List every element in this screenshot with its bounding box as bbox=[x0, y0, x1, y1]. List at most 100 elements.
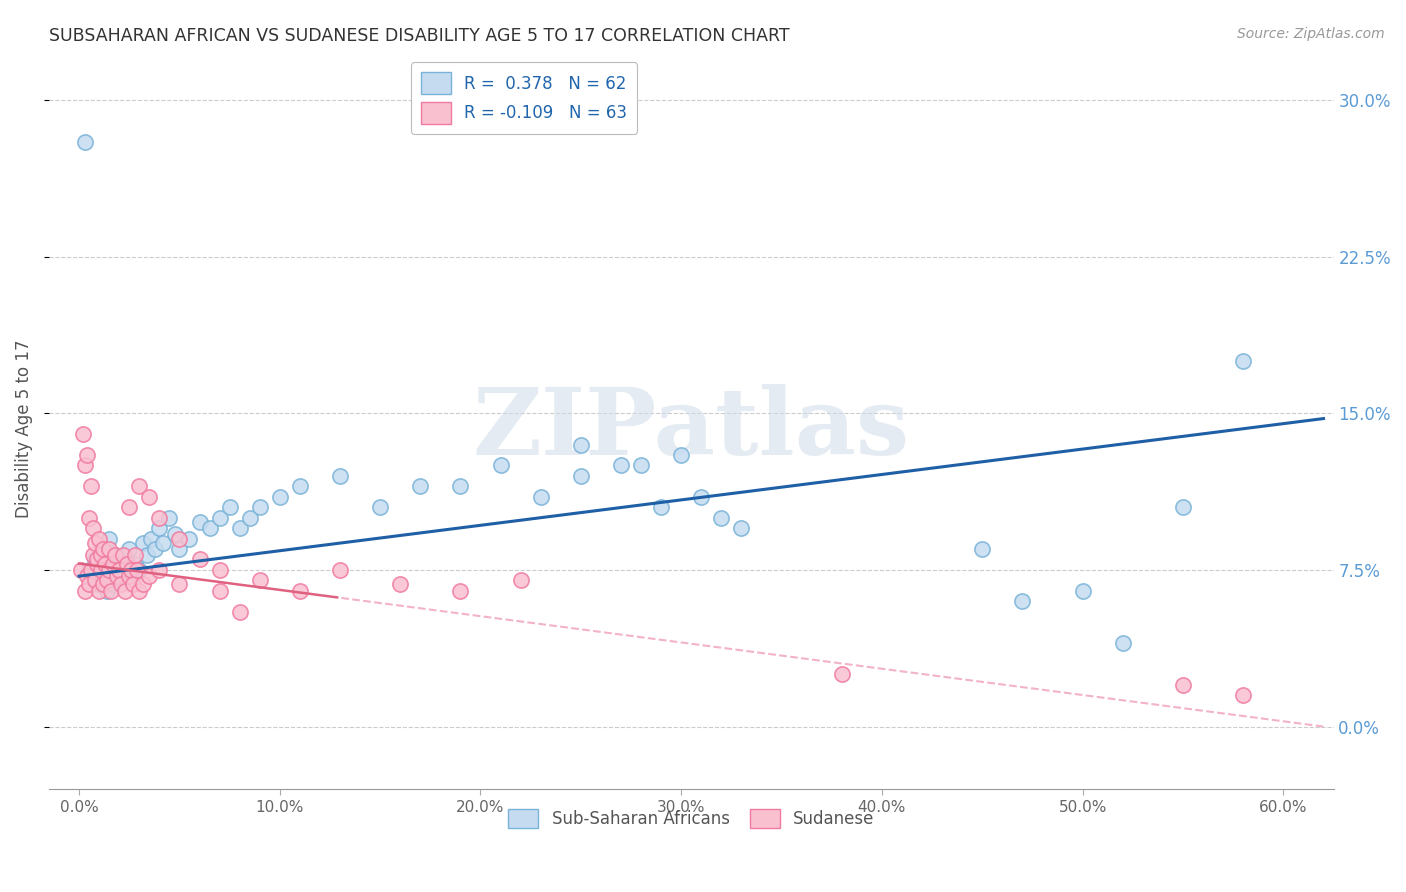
Point bbox=[489, 458, 512, 473]
Point bbox=[198, 521, 221, 535]
Point bbox=[132, 577, 155, 591]
Point bbox=[77, 510, 100, 524]
Point bbox=[972, 541, 994, 556]
Point bbox=[91, 541, 114, 556]
Point bbox=[138, 490, 160, 504]
Point bbox=[100, 563, 122, 577]
Point bbox=[288, 479, 311, 493]
Point bbox=[389, 577, 412, 591]
Point bbox=[91, 574, 114, 588]
Point bbox=[249, 574, 271, 588]
Point bbox=[569, 437, 592, 451]
Point bbox=[218, 500, 240, 515]
Point bbox=[105, 569, 128, 583]
Legend: Sub-Saharan Africans, Sudanese: Sub-Saharan Africans, Sudanese bbox=[502, 803, 882, 835]
Point bbox=[103, 577, 125, 591]
Point bbox=[530, 490, 553, 504]
Point bbox=[128, 563, 150, 577]
Point bbox=[70, 563, 93, 577]
Point bbox=[143, 541, 166, 556]
Point bbox=[1171, 678, 1194, 692]
Point bbox=[449, 583, 471, 598]
Point bbox=[228, 521, 250, 535]
Point bbox=[509, 574, 531, 588]
Point bbox=[89, 583, 111, 598]
Point bbox=[86, 557, 108, 571]
Point bbox=[157, 510, 180, 524]
Point bbox=[179, 532, 201, 546]
Point bbox=[96, 583, 118, 598]
Point bbox=[1232, 354, 1254, 368]
Point bbox=[730, 521, 752, 535]
Point bbox=[75, 135, 97, 149]
Point bbox=[138, 569, 160, 583]
Point bbox=[108, 557, 131, 571]
Point bbox=[128, 479, 150, 493]
Point bbox=[239, 510, 262, 524]
Point bbox=[118, 569, 141, 583]
Point bbox=[98, 563, 121, 577]
Point bbox=[82, 521, 104, 535]
Point bbox=[100, 583, 122, 598]
Point bbox=[124, 548, 146, 562]
Point bbox=[75, 458, 97, 473]
Point bbox=[188, 515, 211, 529]
Point bbox=[96, 574, 118, 588]
Point bbox=[169, 541, 191, 556]
Point bbox=[84, 535, 107, 549]
Point bbox=[169, 532, 191, 546]
Point bbox=[91, 577, 114, 591]
Point bbox=[228, 605, 250, 619]
Point bbox=[120, 563, 142, 577]
Point bbox=[103, 557, 125, 571]
Point bbox=[208, 563, 231, 577]
Point bbox=[108, 563, 131, 577]
Point bbox=[118, 500, 141, 515]
Point bbox=[141, 532, 163, 546]
Point bbox=[449, 479, 471, 493]
Point bbox=[1112, 636, 1135, 650]
Point bbox=[188, 552, 211, 566]
Point bbox=[90, 548, 112, 562]
Point bbox=[117, 552, 139, 566]
Point bbox=[112, 548, 135, 562]
Point bbox=[148, 563, 170, 577]
Point bbox=[329, 468, 352, 483]
Point bbox=[80, 479, 103, 493]
Point bbox=[269, 490, 291, 504]
Point bbox=[368, 500, 391, 515]
Y-axis label: Disability Age 5 to 17: Disability Age 5 to 17 bbox=[15, 340, 32, 518]
Point bbox=[169, 577, 191, 591]
Point bbox=[98, 541, 121, 556]
Point bbox=[671, 448, 693, 462]
Point bbox=[136, 548, 159, 562]
Point bbox=[89, 532, 111, 546]
Point bbox=[127, 563, 149, 577]
Point bbox=[84, 552, 107, 566]
Point bbox=[86, 577, 108, 591]
Point bbox=[77, 577, 100, 591]
Point bbox=[1171, 500, 1194, 515]
Point bbox=[72, 427, 94, 442]
Point bbox=[710, 510, 733, 524]
Point bbox=[114, 583, 136, 598]
Point bbox=[82, 569, 104, 583]
Point bbox=[122, 569, 145, 583]
Point bbox=[122, 577, 145, 591]
Point bbox=[1071, 583, 1094, 598]
Point bbox=[610, 458, 633, 473]
Point bbox=[104, 548, 127, 562]
Point bbox=[148, 521, 170, 535]
Point bbox=[117, 557, 139, 571]
Point bbox=[82, 548, 104, 562]
Point bbox=[75, 583, 97, 598]
Text: SUBSAHARAN AFRICAN VS SUDANESE DISABILITY AGE 5 TO 17 CORRELATION CHART: SUBSAHARAN AFRICAN VS SUDANESE DISABILIT… bbox=[49, 27, 790, 45]
Point bbox=[208, 583, 231, 598]
Point bbox=[118, 541, 141, 556]
Point bbox=[86, 552, 108, 566]
Point bbox=[569, 468, 592, 483]
Point bbox=[329, 563, 352, 577]
Point bbox=[77, 563, 100, 577]
Point bbox=[152, 535, 174, 549]
Point bbox=[165, 527, 187, 541]
